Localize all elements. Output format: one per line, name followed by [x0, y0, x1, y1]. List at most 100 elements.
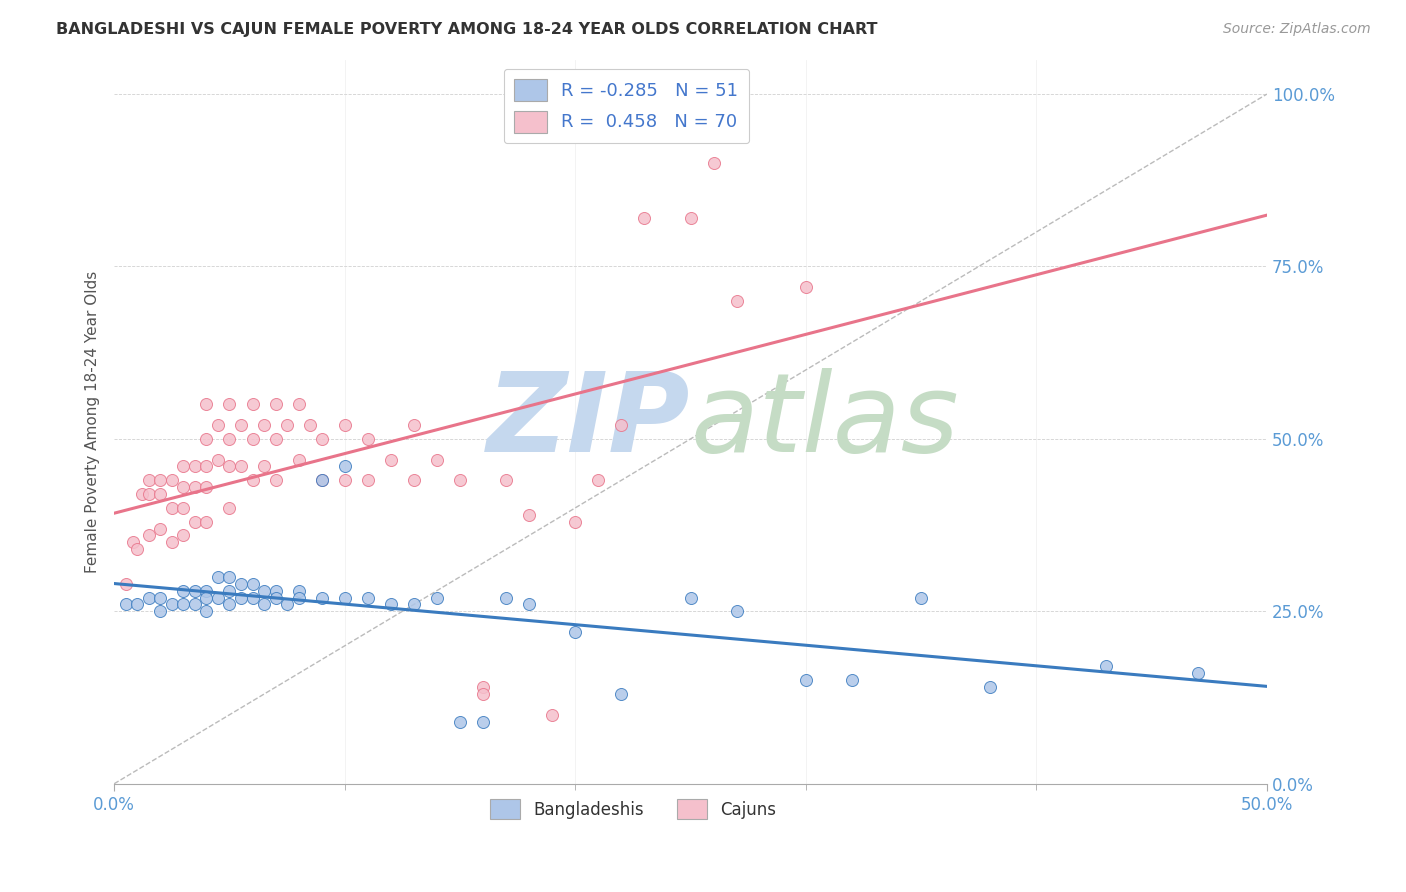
- Point: [184, 583, 207, 598]
- Point: [311, 473, 333, 487]
- Point: [287, 583, 309, 598]
- Point: [172, 480, 194, 494]
- Point: [1094, 659, 1116, 673]
- Point: [195, 432, 218, 446]
- Point: [172, 528, 194, 542]
- Point: [472, 680, 495, 694]
- Point: [541, 707, 564, 722]
- Point: [657, 121, 679, 136]
- Point: [472, 714, 495, 729]
- Point: [121, 535, 143, 549]
- Point: [149, 522, 172, 536]
- Point: [299, 418, 322, 433]
- Point: [242, 397, 264, 411]
- Point: [195, 515, 218, 529]
- Point: [184, 598, 207, 612]
- Point: [402, 473, 425, 487]
- Point: [218, 459, 240, 474]
- Point: [218, 598, 240, 612]
- Point: [402, 418, 425, 433]
- Point: [610, 687, 633, 701]
- Point: [357, 473, 380, 487]
- Point: [264, 397, 287, 411]
- Point: [218, 570, 240, 584]
- Point: [160, 598, 183, 612]
- Point: [979, 680, 1001, 694]
- Point: [207, 418, 229, 433]
- Point: [402, 598, 425, 612]
- Point: [195, 397, 218, 411]
- Point: [149, 473, 172, 487]
- Point: [160, 473, 183, 487]
- Point: [253, 583, 276, 598]
- Point: [311, 473, 333, 487]
- Point: [311, 432, 333, 446]
- Point: [149, 591, 172, 605]
- Point: [218, 583, 240, 598]
- Point: [610, 418, 633, 433]
- Point: [229, 418, 252, 433]
- Point: [229, 576, 252, 591]
- Point: [253, 598, 276, 612]
- Point: [195, 459, 218, 474]
- Point: [264, 591, 287, 605]
- Point: [333, 591, 356, 605]
- Point: [564, 625, 586, 640]
- Point: [138, 473, 160, 487]
- Point: [253, 418, 276, 433]
- Point: [195, 583, 218, 598]
- Point: [264, 473, 287, 487]
- Point: [633, 211, 655, 226]
- Text: BANGLADESHI VS CAJUN FEMALE POVERTY AMONG 18-24 YEAR OLDS CORRELATION CHART: BANGLADESHI VS CAJUN FEMALE POVERTY AMON…: [56, 22, 877, 37]
- Point: [242, 432, 264, 446]
- Point: [679, 211, 702, 226]
- Point: [149, 487, 172, 501]
- Point: [114, 576, 136, 591]
- Point: [276, 418, 298, 433]
- Point: [333, 473, 356, 487]
- Point: [517, 598, 540, 612]
- Text: ZIP: ZIP: [486, 368, 690, 475]
- Point: [184, 515, 207, 529]
- Y-axis label: Female Poverty Among 18-24 Year Olds: Female Poverty Among 18-24 Year Olds: [86, 270, 100, 573]
- Point: [207, 452, 229, 467]
- Point: [517, 508, 540, 522]
- Point: [207, 591, 229, 605]
- Point: [495, 591, 517, 605]
- Point: [380, 452, 402, 467]
- Point: [426, 452, 449, 467]
- Point: [264, 583, 287, 598]
- Point: [703, 156, 725, 170]
- Point: [472, 687, 495, 701]
- Point: [357, 432, 380, 446]
- Point: [426, 591, 449, 605]
- Point: [287, 591, 309, 605]
- Point: [172, 583, 194, 598]
- Point: [195, 591, 218, 605]
- Point: [127, 542, 149, 557]
- Point: [218, 432, 240, 446]
- Point: [218, 397, 240, 411]
- Point: [184, 480, 207, 494]
- Point: [149, 604, 172, 618]
- Point: [287, 452, 309, 467]
- Point: [242, 473, 264, 487]
- Point: [184, 459, 207, 474]
- Point: [218, 500, 240, 515]
- Point: [172, 500, 194, 515]
- Point: [138, 591, 160, 605]
- Point: [725, 293, 748, 308]
- Point: [242, 591, 264, 605]
- Point: [138, 487, 160, 501]
- Point: [195, 604, 218, 618]
- Text: Source: ZipAtlas.com: Source: ZipAtlas.com: [1223, 22, 1371, 37]
- Point: [495, 473, 517, 487]
- Point: [725, 604, 748, 618]
- Point: [253, 459, 276, 474]
- Point: [138, 528, 160, 542]
- Point: [794, 673, 817, 688]
- Point: [229, 459, 252, 474]
- Point: [794, 280, 817, 294]
- Point: [207, 570, 229, 584]
- Point: [172, 598, 194, 612]
